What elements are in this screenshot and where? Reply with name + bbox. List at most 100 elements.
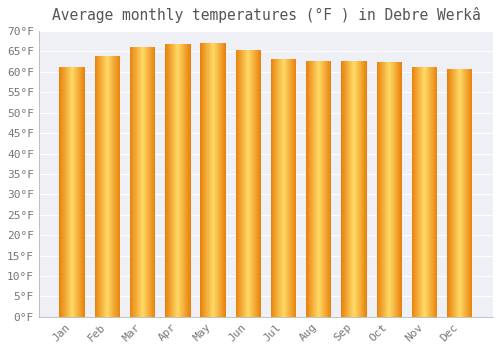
Bar xyxy=(175,44,176,317)
Bar xyxy=(74,67,75,317)
Bar xyxy=(294,59,295,317)
Bar xyxy=(152,47,153,317)
Bar xyxy=(426,67,427,317)
Bar xyxy=(94,56,95,317)
Bar xyxy=(202,43,203,317)
Bar xyxy=(453,69,454,317)
Bar xyxy=(459,69,460,317)
Bar xyxy=(212,43,213,317)
Bar xyxy=(385,62,386,317)
Bar xyxy=(330,61,331,317)
Bar xyxy=(364,61,365,317)
Bar xyxy=(419,67,420,317)
Bar xyxy=(65,67,66,317)
Bar xyxy=(427,67,428,317)
Bar xyxy=(69,67,70,317)
Bar xyxy=(133,47,134,317)
Bar xyxy=(466,69,467,317)
Bar xyxy=(168,44,169,317)
Bar xyxy=(468,69,469,317)
Bar xyxy=(397,62,398,317)
Bar xyxy=(188,44,189,317)
Bar xyxy=(258,50,259,317)
Bar xyxy=(310,61,311,317)
Bar xyxy=(471,69,472,317)
Bar xyxy=(218,43,219,317)
Bar xyxy=(73,67,74,317)
Bar xyxy=(107,56,108,317)
Bar xyxy=(417,67,418,317)
Bar xyxy=(116,56,117,317)
Bar xyxy=(79,67,80,317)
Bar xyxy=(318,61,319,317)
Bar xyxy=(376,62,377,317)
Bar xyxy=(184,44,185,317)
Bar xyxy=(391,62,392,317)
Bar xyxy=(102,56,103,317)
Bar xyxy=(378,62,379,317)
Bar xyxy=(97,56,98,317)
Bar xyxy=(64,67,65,317)
Bar xyxy=(135,47,136,317)
Bar xyxy=(447,69,448,317)
Bar xyxy=(236,50,237,317)
Bar xyxy=(395,62,396,317)
Bar xyxy=(214,43,215,317)
Bar xyxy=(170,44,171,317)
Bar xyxy=(392,62,393,317)
Bar xyxy=(315,61,316,317)
Bar xyxy=(331,61,332,317)
Bar xyxy=(208,43,209,317)
Bar xyxy=(250,50,251,317)
Bar xyxy=(347,61,348,317)
Bar xyxy=(112,56,113,317)
Bar xyxy=(177,44,178,317)
Bar xyxy=(348,61,349,317)
Bar xyxy=(141,47,142,317)
Bar xyxy=(383,62,384,317)
Bar xyxy=(277,59,278,317)
Bar xyxy=(179,44,180,317)
Bar xyxy=(377,62,378,317)
Bar xyxy=(101,56,102,317)
Bar xyxy=(62,67,63,317)
Bar xyxy=(342,61,343,317)
Bar xyxy=(362,61,363,317)
Bar xyxy=(343,61,344,317)
Bar xyxy=(237,50,238,317)
Bar xyxy=(358,61,359,317)
Bar xyxy=(324,61,325,317)
Bar xyxy=(224,43,226,317)
Bar xyxy=(114,56,115,317)
Bar xyxy=(249,50,250,317)
Bar xyxy=(400,62,401,317)
Bar xyxy=(165,44,166,317)
Bar xyxy=(379,62,380,317)
Bar xyxy=(210,43,211,317)
Bar xyxy=(84,67,85,317)
Bar xyxy=(353,61,354,317)
Bar xyxy=(435,67,436,317)
Bar xyxy=(185,44,186,317)
Bar xyxy=(143,47,144,317)
Bar xyxy=(110,56,111,317)
Bar xyxy=(238,50,239,317)
Bar xyxy=(361,61,362,317)
Bar xyxy=(181,44,182,317)
Bar xyxy=(108,56,109,317)
Bar xyxy=(420,67,421,317)
Bar xyxy=(247,50,248,317)
Bar xyxy=(327,61,328,317)
Bar xyxy=(470,69,471,317)
Bar xyxy=(356,61,357,317)
Bar xyxy=(166,44,167,317)
Bar xyxy=(363,61,364,317)
Bar xyxy=(100,56,101,317)
Bar xyxy=(360,61,361,317)
Bar xyxy=(464,69,465,317)
Bar xyxy=(174,44,175,317)
Bar xyxy=(271,59,272,317)
Bar xyxy=(321,61,322,317)
Bar xyxy=(259,50,260,317)
Bar xyxy=(291,59,292,317)
